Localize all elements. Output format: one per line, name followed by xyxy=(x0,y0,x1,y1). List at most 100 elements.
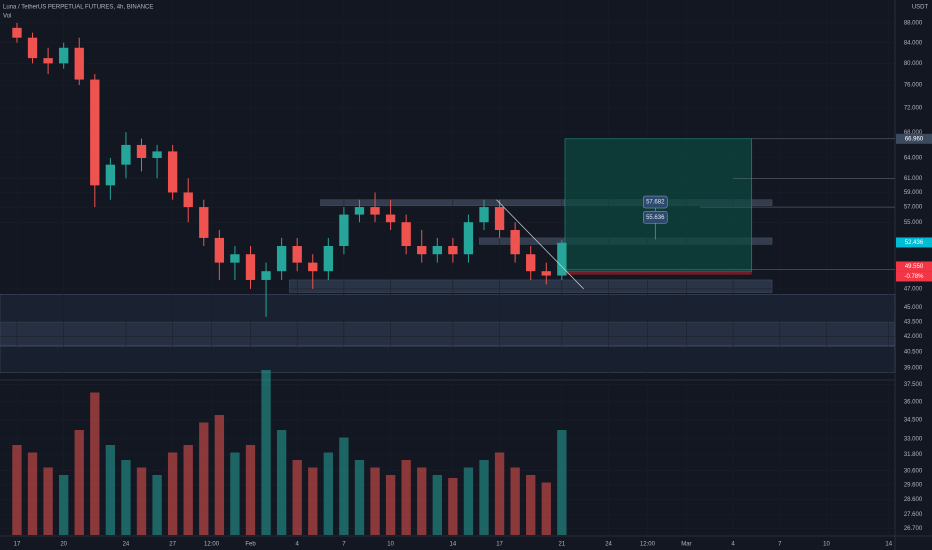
price-tag-label: 49.550 xyxy=(905,264,924,270)
candle-body xyxy=(526,254,536,272)
volume-bar xyxy=(167,452,178,535)
volume-bar xyxy=(448,478,458,535)
candle-body xyxy=(276,246,287,272)
candle-body xyxy=(90,79,100,186)
candle-body xyxy=(510,230,520,255)
y-tick-label: 61.000 xyxy=(904,176,923,182)
y-tick-label: 76.000 xyxy=(904,83,923,89)
volume-bar xyxy=(105,445,116,535)
volume-bar xyxy=(432,475,442,535)
candle-body xyxy=(261,271,271,280)
plot: 57.682 55.636 xyxy=(0,22,896,535)
volume-bar xyxy=(494,452,505,535)
y-tick-label: 28.600 xyxy=(904,497,923,503)
y-tick-label: 33.000 xyxy=(904,436,923,442)
volume-bar xyxy=(417,467,427,535)
y-tick-label: 42.000 xyxy=(904,334,923,340)
candle-body xyxy=(541,271,551,276)
x-tick-label: Mar xyxy=(681,542,691,548)
candle-body xyxy=(557,242,567,276)
volume-bar xyxy=(557,430,567,535)
volume-bar xyxy=(121,460,131,535)
candle-body xyxy=(27,37,38,59)
x-tick-label: 7 xyxy=(342,542,346,548)
x-tick-label: 17 xyxy=(496,542,503,548)
candle-body xyxy=(183,192,193,208)
volume-bar xyxy=(27,452,38,535)
y-tick-label: 37.500 xyxy=(904,382,923,388)
volume-bar xyxy=(510,467,520,535)
x-tick-label: 24 xyxy=(123,542,130,548)
volume-bar xyxy=(74,430,84,535)
volume-bar xyxy=(339,437,349,535)
volume-bar xyxy=(479,460,489,535)
volume-bar xyxy=(370,467,380,535)
y-tick-label: 47.000 xyxy=(904,286,923,292)
x-tick-label: 7 xyxy=(778,542,782,548)
zone xyxy=(320,199,773,206)
volume-bar xyxy=(354,460,365,535)
x-tick-label: 10 xyxy=(823,542,830,548)
volume-bar xyxy=(308,467,318,535)
price-tag-label: 52.436 xyxy=(905,240,924,246)
volume-bar xyxy=(385,475,396,535)
y-tick-label: 59.000 xyxy=(904,190,923,196)
currency-label[interactable]: USDT xyxy=(912,5,929,11)
y-tick-label: 80.000 xyxy=(904,61,923,67)
callout-label: 55.636 xyxy=(646,215,665,221)
y-tick-label: 68.000 xyxy=(904,130,923,136)
y-tick-label: 30.600 xyxy=(904,468,923,474)
x-tick-label: 27 xyxy=(169,542,176,548)
zone xyxy=(289,279,773,293)
change-label: -0.78% xyxy=(904,274,924,280)
volume-bar xyxy=(230,452,240,535)
y-tick-label: 27.600 xyxy=(904,512,923,518)
candle-body xyxy=(199,207,209,238)
y-tick-label: 88.000 xyxy=(904,21,923,27)
y-tick-label: 39.000 xyxy=(904,366,923,372)
volume-bar xyxy=(183,445,193,535)
price-tag xyxy=(896,261,932,272)
candle-body xyxy=(354,207,365,215)
x-tick-label: 4 xyxy=(731,542,735,548)
volume-bar xyxy=(59,475,69,535)
callout-box xyxy=(643,211,668,224)
candle-body xyxy=(167,151,178,193)
candle-body xyxy=(432,246,442,255)
candle-body xyxy=(292,246,302,263)
volume-bar xyxy=(276,430,287,535)
candle-body xyxy=(417,246,427,255)
y-tick-label: 34.500 xyxy=(904,418,923,424)
volume-bar xyxy=(12,445,22,535)
candle-body xyxy=(105,164,116,186)
position-stop xyxy=(564,271,752,275)
volume-bar xyxy=(541,482,551,535)
candle-body xyxy=(245,254,256,280)
y-tick-label: 29.600 xyxy=(904,482,923,488)
volume-bar xyxy=(136,467,147,535)
candle-body xyxy=(494,207,505,231)
y-tick-label: 36.000 xyxy=(904,399,923,405)
x-tick-label: 21 xyxy=(559,542,566,548)
volume-bar xyxy=(323,452,333,535)
volume-bar xyxy=(199,422,209,535)
callout-box xyxy=(643,195,668,209)
candle-body xyxy=(308,262,318,272)
volume-bar xyxy=(245,445,256,535)
volume-bar xyxy=(214,415,225,535)
y-tick-label: 43.500 xyxy=(904,319,923,325)
y-tick-label: 31.800 xyxy=(904,452,923,458)
candle-body xyxy=(385,214,396,223)
price-tag xyxy=(896,237,932,248)
volume-bar xyxy=(526,475,536,535)
volume-bar xyxy=(43,467,53,535)
volume-bar xyxy=(152,475,162,535)
candle-body xyxy=(136,144,147,158)
zone xyxy=(0,294,896,322)
volume-bar xyxy=(292,460,302,535)
candle-body xyxy=(152,151,162,158)
x-tick-label: 12:00 xyxy=(640,542,656,548)
volume-bar xyxy=(401,460,411,535)
candle-body xyxy=(323,246,333,272)
